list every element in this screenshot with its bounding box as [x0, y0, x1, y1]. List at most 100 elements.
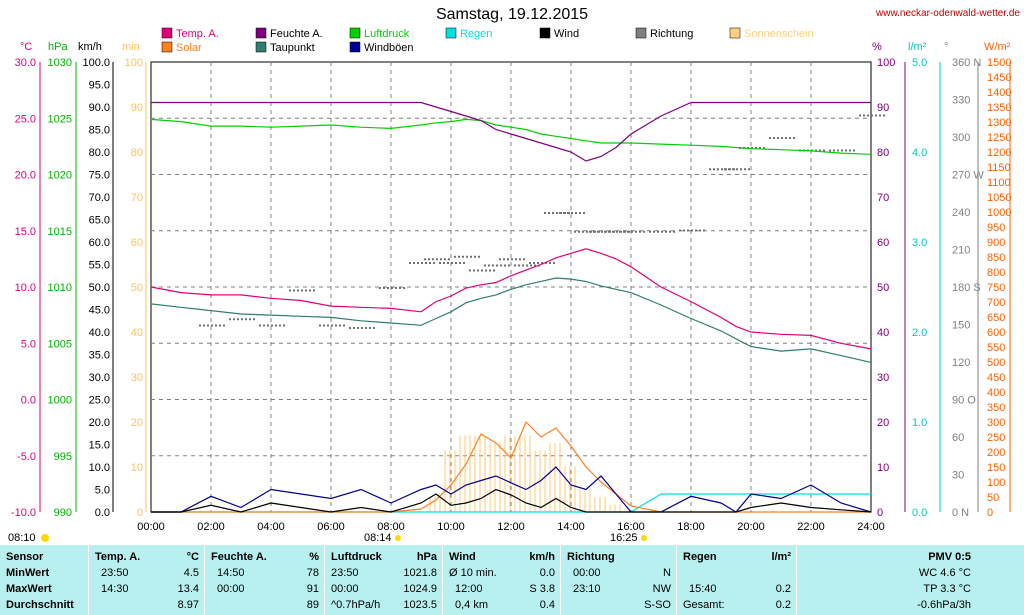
- direction-dot: [503, 258, 505, 261]
- tick-label-solar: 500: [987, 357, 1005, 369]
- direction-dot: [436, 258, 438, 261]
- tick-label-solar: 1350: [987, 102, 1011, 114]
- direction-dot: [424, 258, 426, 261]
- direction-dot: [207, 324, 209, 327]
- stats-wind-title: Wind: [449, 551, 476, 563]
- stats-hum-unit: %: [309, 551, 319, 563]
- direction-dot: [593, 230, 595, 233]
- direction-dot: [687, 229, 689, 232]
- direction-dot: [522, 264, 524, 267]
- statistics-table: Sensor MinWert MaxWert Durchschnitt Temp…: [0, 545, 1024, 615]
- direction-dot: [879, 114, 881, 117]
- stats-dir-title: Richtung: [567, 551, 615, 563]
- direction-dot: [215, 324, 217, 327]
- direction-dot: [559, 212, 561, 214]
- direction-dot: [763, 147, 765, 149]
- tick-label-humidity: 80: [877, 147, 889, 159]
- tick-label-humidity: 50: [877, 282, 889, 294]
- stats-col-temp: Temp. A. °C 23:50 14:30 4.5 13.4 8.97: [88, 545, 205, 615]
- direction-dot: [309, 289, 311, 292]
- direction-dot: [867, 114, 869, 117]
- tick-label-wind: 40.0: [89, 327, 110, 339]
- stats-press-avg: 1023.5: [403, 599, 437, 611]
- direction-dot: [639, 230, 641, 233]
- direction-dot: [732, 168, 734, 171]
- stats-press-min-time: 23:50: [331, 567, 359, 579]
- direction-dot: [673, 230, 675, 233]
- direction-dot: [444, 258, 446, 261]
- tick-label-time: 22:00: [797, 521, 825, 533]
- direction-dot: [534, 264, 536, 267]
- stats-col-pressure: Luftdruck hPa 23:50 00:00 ^0.7hPa/h 1021…: [324, 545, 443, 615]
- axis-unit-label: hPa: [48, 41, 68, 53]
- tick-label-humidity: 90: [877, 102, 889, 114]
- direction-dot: [403, 287, 405, 289]
- direction-dot: [439, 262, 441, 264]
- direction-dot: [466, 255, 468, 258]
- stats-hum-title: Feuchte A.: [211, 551, 267, 563]
- direction-dot: [283, 324, 285, 327]
- tick-label-sunshine: 100: [125, 57, 143, 69]
- direction-dot: [289, 289, 291, 292]
- direction-dot: [695, 229, 697, 232]
- direction-dot: [454, 255, 456, 258]
- direction-dot: [649, 230, 651, 233]
- tick-label-time: 06:00: [317, 521, 345, 533]
- direction-dot: [233, 318, 235, 321]
- tick-label-wind: 5.0: [95, 485, 110, 497]
- humidity-line: [151, 101, 871, 162]
- direction-dot: [567, 212, 569, 214]
- direction-dot: [313, 289, 315, 292]
- tick-label-sunshine: 80: [131, 147, 143, 159]
- direction-dot: [529, 262, 531, 264]
- tick-label-wind: 60.0: [89, 237, 110, 249]
- direction-dot: [541, 262, 543, 264]
- chart-title: Samstag, 19.12.2015: [435, 6, 589, 23]
- stats-row-max: MaxWert: [6, 583, 52, 595]
- stats-col-sensor: Sensor MinWert MaxWert Durchschnitt: [0, 545, 88, 615]
- tick-label-wind: 30.0: [89, 372, 110, 384]
- tick-label-direction: 150: [952, 320, 970, 332]
- direction-dot: [781, 137, 783, 139]
- stats-dir-max: NW: [652, 583, 671, 595]
- tick-label-wind: 10.0: [89, 462, 110, 474]
- direction-dot: [845, 149, 847, 152]
- direction-dot: [669, 230, 671, 233]
- tick-label-humidity: 70: [877, 192, 889, 204]
- stats-row-min: MinWert: [6, 567, 50, 579]
- tick-label-temp: 0.0: [21, 395, 36, 407]
- direction-dot: [409, 262, 411, 264]
- stats-temp-min: 4.5: [183, 567, 199, 579]
- direction-dot: [849, 149, 851, 152]
- direction-dot: [297, 289, 299, 292]
- direction-dot: [383, 287, 385, 289]
- sunrise-icon: [41, 534, 49, 542]
- stats-pmv-windchill: WC 4.6 °C: [918, 567, 971, 579]
- tick-label-direction: 0 N: [952, 507, 969, 519]
- direction-dot: [429, 262, 431, 264]
- tick-label-pressure: 1030: [48, 57, 72, 69]
- direction-dot: [724, 168, 726, 171]
- sun-begin-icon: [395, 535, 401, 541]
- site-link[interactable]: www.neckar-odenwald-wetter.de: [876, 8, 1020, 19]
- direction-dot: [563, 212, 565, 214]
- tick-label-rain: 1.0: [912, 417, 927, 429]
- direction-dot: [623, 230, 625, 233]
- tick-label-wind: 20.0: [89, 417, 110, 429]
- tick-label-solar: 200: [987, 447, 1005, 459]
- tick-label-time: 14:00: [557, 521, 585, 533]
- tick-label-solar: 250: [987, 432, 1005, 444]
- stats-col-wind: Wind km/h Ø 10 min. 12:00 0,4 km 0.0 S 3…: [442, 545, 561, 615]
- direction-dot: [589, 230, 591, 233]
- stats-rain-total-label: Gesamt:: [683, 599, 725, 611]
- legend-swatch: [161, 27, 173, 39]
- direction-dot: [661, 230, 663, 233]
- stats-hum-min-time: 14:50: [217, 567, 245, 579]
- dewpoint-line: [150, 277, 872, 363]
- direction-dot: [463, 262, 465, 264]
- direction-dot: [863, 114, 865, 117]
- direction-dot: [395, 287, 397, 289]
- direction-dot: [751, 147, 753, 149]
- tick-label-sunshine: 20: [131, 417, 143, 429]
- tick-label-pressure: 1020: [48, 170, 72, 182]
